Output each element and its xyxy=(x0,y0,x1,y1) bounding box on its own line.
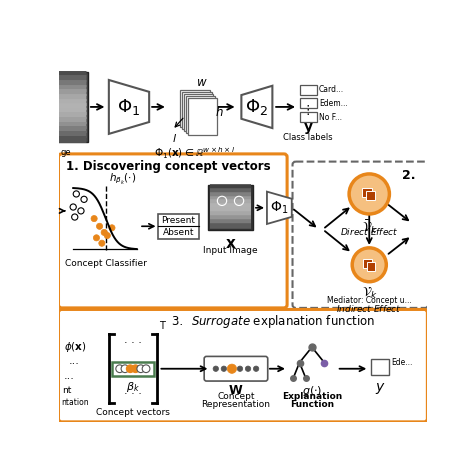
Text: Explanation: Explanation xyxy=(282,392,342,401)
Text: Present: Present xyxy=(162,217,196,226)
FancyBboxPatch shape xyxy=(180,90,210,127)
Text: ...: ... xyxy=(69,356,80,366)
FancyBboxPatch shape xyxy=(292,162,428,308)
Circle shape xyxy=(237,366,243,372)
Circle shape xyxy=(221,366,227,372)
Circle shape xyxy=(101,229,107,236)
FancyBboxPatch shape xyxy=(366,191,375,200)
Text: Edem...: Edem... xyxy=(319,99,347,108)
Text: $\mathbf{W}$: $\mathbf{W}$ xyxy=(228,384,244,397)
Text: $l$: $l$ xyxy=(172,132,177,144)
Circle shape xyxy=(104,232,110,238)
FancyBboxPatch shape xyxy=(55,72,88,142)
FancyBboxPatch shape xyxy=(188,98,218,135)
Text: $\phi(\mathbf{x})$: $\phi(\mathbf{x})$ xyxy=(64,340,87,354)
Text: $\mathcal{V}_k$: $\mathcal{V}_k$ xyxy=(362,286,377,301)
Text: $h_{\beta_k}(\cdot)$: $h_{\beta_k}(\cdot)$ xyxy=(109,171,137,186)
Text: $\Phi_2$: $\Phi_2$ xyxy=(246,97,268,117)
Circle shape xyxy=(72,214,78,220)
Circle shape xyxy=(81,196,87,202)
Text: $\mathbf{y}$: $\mathbf{y}$ xyxy=(302,121,313,136)
Circle shape xyxy=(142,365,150,373)
Circle shape xyxy=(246,366,251,372)
Text: ...: ... xyxy=(64,372,75,382)
FancyBboxPatch shape xyxy=(58,310,428,422)
Polygon shape xyxy=(267,191,292,224)
Circle shape xyxy=(349,174,390,214)
Text: ntation: ntation xyxy=(62,398,89,407)
Text: $\mathit{Direct\ Effect}$: $\mathit{Direct\ Effect}$ xyxy=(340,226,399,237)
Text: Class labels: Class labels xyxy=(283,133,333,142)
Text: nt: nt xyxy=(63,386,72,395)
Circle shape xyxy=(227,364,237,374)
Text: ge: ge xyxy=(60,148,71,157)
Text: $\bar{\mathcal{V}}_k$: $\bar{\mathcal{V}}_k$ xyxy=(362,219,377,236)
FancyBboxPatch shape xyxy=(208,185,253,230)
Text: $y$: $y$ xyxy=(375,381,385,396)
FancyBboxPatch shape xyxy=(300,98,317,108)
FancyBboxPatch shape xyxy=(363,259,372,268)
FancyBboxPatch shape xyxy=(112,362,154,376)
FancyBboxPatch shape xyxy=(184,94,213,131)
Polygon shape xyxy=(241,86,273,128)
FancyBboxPatch shape xyxy=(204,356,268,381)
Text: No F...: No F... xyxy=(319,113,342,122)
FancyBboxPatch shape xyxy=(300,84,317,95)
Text: T: T xyxy=(159,321,165,331)
Text: $\beta_k$: $\beta_k$ xyxy=(126,380,140,393)
Text: $\Phi_1$: $\Phi_1$ xyxy=(270,200,289,216)
Circle shape xyxy=(70,204,76,210)
FancyBboxPatch shape xyxy=(367,263,375,271)
FancyBboxPatch shape xyxy=(58,154,287,308)
Text: ⋮: ⋮ xyxy=(302,104,314,117)
FancyBboxPatch shape xyxy=(186,96,215,133)
FancyBboxPatch shape xyxy=(362,188,372,197)
Text: $\mathit{Surrogate}$ explanation function: $\mathit{Surrogate}$ explanation functio… xyxy=(191,313,375,330)
Circle shape xyxy=(96,223,103,229)
Text: Concept Classifier: Concept Classifier xyxy=(65,259,146,268)
Text: $\Phi_1(\mathbf{x}) \in \mathbb{R}^{w\times h\times l}$: $\Phi_1(\mathbf{x}) \in \mathbb{R}^{w\ti… xyxy=(155,146,236,161)
Text: $\mathbf{x}$: $\mathbf{x}$ xyxy=(225,237,237,251)
Circle shape xyxy=(91,216,97,222)
Text: Representation: Representation xyxy=(201,400,271,409)
Text: Concept: Concept xyxy=(217,392,255,401)
Circle shape xyxy=(99,240,105,246)
Text: Input Image: Input Image xyxy=(203,246,258,255)
FancyBboxPatch shape xyxy=(371,359,390,375)
Text: Function: Function xyxy=(290,400,334,409)
FancyBboxPatch shape xyxy=(182,92,211,129)
Text: Ede...: Ede... xyxy=(392,358,413,367)
Text: 2.: 2. xyxy=(402,169,416,182)
Circle shape xyxy=(116,365,124,373)
Text: 1. Discovering concept vectors: 1. Discovering concept vectors xyxy=(66,160,271,173)
Circle shape xyxy=(132,365,139,373)
Circle shape xyxy=(78,208,84,214)
Text: Absent: Absent xyxy=(163,228,194,237)
Text: $h$: $h$ xyxy=(215,105,224,119)
Circle shape xyxy=(109,225,115,231)
Text: 3.: 3. xyxy=(173,315,191,328)
Text: · · ·: · · · xyxy=(124,338,142,348)
Circle shape xyxy=(352,248,386,282)
Circle shape xyxy=(121,365,129,373)
Circle shape xyxy=(137,365,145,373)
Circle shape xyxy=(213,366,219,372)
Text: $\mathit{Indirect\ Effect}$: $\mathit{Indirect\ Effect}$ xyxy=(337,303,402,314)
FancyBboxPatch shape xyxy=(300,112,317,122)
Text: $w$: $w$ xyxy=(196,76,208,89)
Polygon shape xyxy=(109,80,149,134)
Text: Mediator: Concept u...: Mediator: Concept u... xyxy=(327,296,411,305)
Text: $g(\cdot)$: $g(\cdot)$ xyxy=(302,384,322,398)
Text: Concept vectors: Concept vectors xyxy=(96,408,170,417)
Circle shape xyxy=(127,365,134,373)
Circle shape xyxy=(254,366,259,372)
Text: · · ·: · · · xyxy=(124,389,142,399)
Circle shape xyxy=(73,191,80,197)
Text: $\Phi_1$: $\Phi_1$ xyxy=(118,97,141,117)
Text: Card...: Card... xyxy=(319,85,344,94)
Circle shape xyxy=(93,235,100,241)
FancyBboxPatch shape xyxy=(158,214,199,238)
